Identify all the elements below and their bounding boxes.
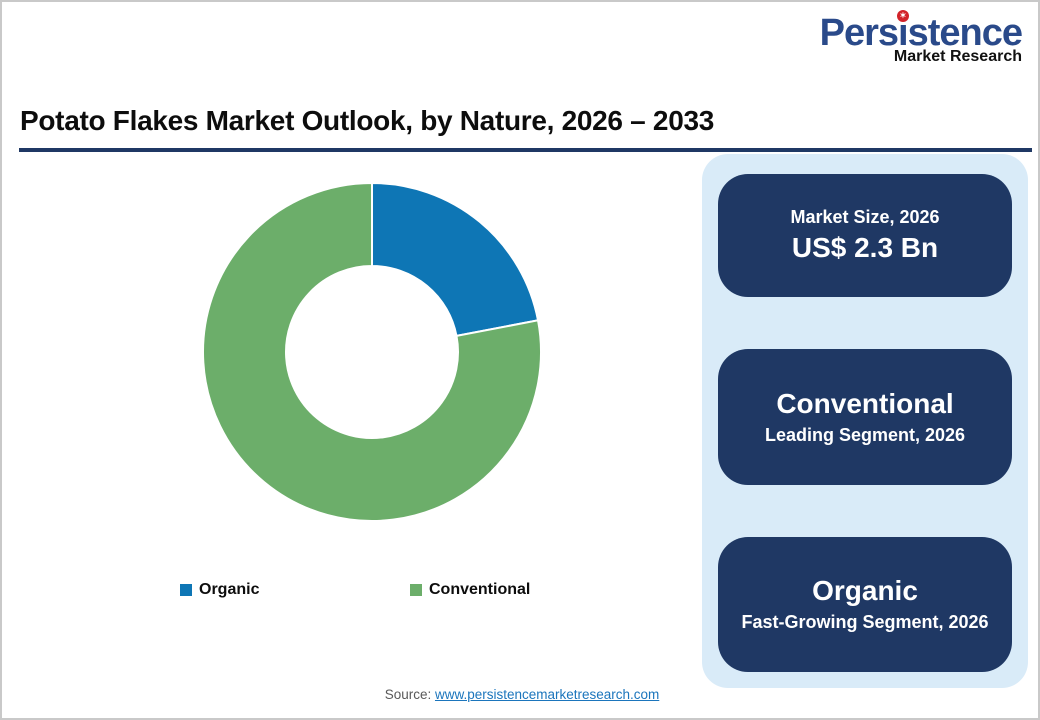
title-underline (19, 148, 1032, 152)
chart-legend: Organic Conventional (2, 581, 742, 605)
persistence-market-research-logo: Persı ✶ stence Market Research (819, 10, 1023, 66)
legend-item-conventional: Conventional (410, 581, 530, 599)
legend-item-organic: Organic (180, 581, 259, 599)
source-link[interactable]: www.persistencemarketresearch.com (434, 687, 660, 702)
legend-label-conventional: Conventional (429, 581, 531, 598)
donut-segment-organic (371, 181, 540, 338)
market-size-card: Market Size, 2026 US$ 2.3 Bn (718, 174, 1012, 297)
highlights-panel: Market Size, 2026 US$ 2.3 Bn Conventiona… (702, 154, 1028, 688)
page-title: Potato Flakes Market Outlook, by Nature,… (20, 105, 715, 136)
market-size-label: Market Size, 2026 (790, 207, 940, 228)
logo-word-part1: Pers (819, 12, 899, 54)
leading-segment-label: Leading Segment, 2026 (764, 424, 966, 445)
legend-label-organic: Organic (199, 581, 260, 598)
leading-segment-card: Conventional Leading Segment, 2026 (718, 349, 1012, 485)
legend-swatch-organic (180, 584, 192, 596)
donut-chart (202, 181, 543, 522)
source-line: Source: www.persistencemarketresearch.co… (2, 687, 1038, 702)
logo-star-icon: ✶ (897, 10, 910, 22)
fast-growing-segment-label: Fast-Growing Segment, 2026 (741, 612, 989, 633)
market-size-value: US$ 2.3 Bn (791, 231, 939, 263)
fast-growing-segment-card: Organic Fast-Growing Segment, 2026 (718, 537, 1012, 672)
donut-segment-conventional (202, 181, 543, 522)
source-label: Source: (384, 687, 435, 702)
logo-word-part2: stence (907, 12, 1023, 54)
legend-swatch-conventional (410, 584, 422, 596)
leading-segment-name: Conventional (776, 387, 954, 419)
fast-growing-segment-name: Organic (812, 575, 918, 607)
logo-subtitle: Market Research (893, 47, 1022, 65)
logo-letter-i: ı ✶ (897, 10, 910, 54)
logo-wordmark: Persı ✶ stence (819, 10, 1023, 54)
